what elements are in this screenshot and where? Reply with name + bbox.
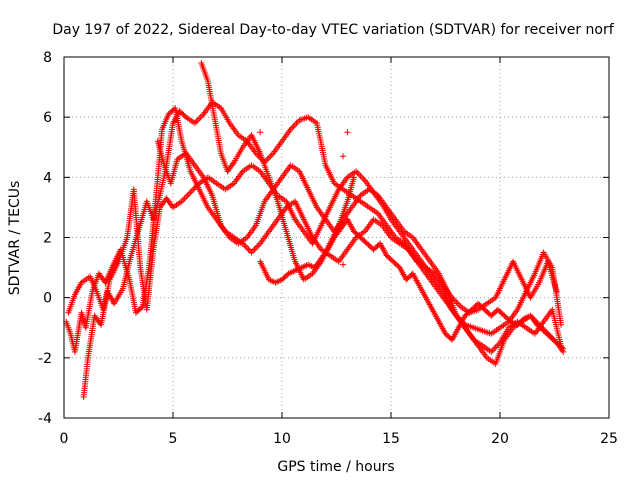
y-tick-label: -2 bbox=[38, 351, 52, 367]
data-point bbox=[244, 245, 251, 252]
y-tick-label: 4 bbox=[43, 170, 52, 186]
data-point bbox=[267, 153, 274, 160]
data-point bbox=[560, 345, 567, 352]
data-point bbox=[360, 175, 367, 182]
data-point bbox=[199, 112, 206, 119]
data-point bbox=[138, 304, 145, 311]
data-point bbox=[553, 288, 560, 295]
plot-frame bbox=[63, 56, 610, 419]
data-point bbox=[254, 243, 261, 250]
data-point bbox=[289, 124, 296, 131]
data-point bbox=[358, 174, 365, 181]
data-point bbox=[456, 302, 463, 309]
y-tick-label: -4 bbox=[38, 411, 52, 427]
data-point bbox=[196, 115, 203, 122]
data-point bbox=[183, 193, 190, 200]
chart-title: Day 197 of 2022, Sidereal Day-to-day VTE… bbox=[52, 22, 614, 38]
x-axis-label: GPS time / hours bbox=[277, 459, 394, 475]
data-point bbox=[248, 249, 255, 256]
data-point bbox=[350, 174, 357, 181]
data-point bbox=[257, 129, 264, 136]
data-point bbox=[340, 261, 347, 268]
y-axis-label: SDTVAR / TECUs bbox=[7, 181, 23, 296]
data-point bbox=[188, 187, 195, 194]
data-point bbox=[558, 344, 565, 351]
data-point bbox=[293, 120, 300, 127]
data-point bbox=[268, 151, 275, 158]
data-point bbox=[558, 321, 565, 328]
y-tick-label: 0 bbox=[43, 291, 52, 307]
x-tick-label: 15 bbox=[382, 431, 400, 447]
data-point bbox=[453, 299, 460, 306]
data-point bbox=[292, 121, 299, 128]
data-point bbox=[265, 154, 272, 161]
data-point bbox=[181, 195, 188, 202]
data-point bbox=[344, 129, 351, 136]
data-point bbox=[180, 196, 187, 203]
data-point bbox=[187, 189, 194, 196]
data-point bbox=[251, 246, 258, 253]
y-tick-label: 2 bbox=[43, 231, 52, 247]
data-point bbox=[354, 169, 361, 176]
data-point bbox=[357, 172, 364, 179]
data-points bbox=[63, 60, 567, 400]
x-tick-label: 5 bbox=[169, 431, 178, 447]
y-tick-label: 8 bbox=[43, 50, 52, 66]
data-point bbox=[255, 242, 262, 249]
data-point bbox=[340, 153, 347, 160]
axes: 0 5 10 15 20 25 -4 -2 0 2 4 6 8 bbox=[38, 50, 618, 447]
x-tick-label: 0 bbox=[60, 431, 69, 447]
y-tick-label: 6 bbox=[43, 110, 52, 126]
x-tick-label: 20 bbox=[491, 431, 509, 447]
data-point bbox=[242, 243, 249, 250]
data-point bbox=[184, 192, 191, 199]
x-tick-label: 10 bbox=[273, 431, 291, 447]
data-point bbox=[489, 347, 496, 354]
data-point bbox=[197, 114, 204, 121]
data-point bbox=[249, 248, 256, 255]
data-point bbox=[245, 246, 252, 253]
x-tick-label: 25 bbox=[600, 431, 618, 447]
data-point bbox=[185, 190, 192, 197]
data-point bbox=[181, 112, 188, 119]
data-point bbox=[193, 118, 200, 125]
data-point bbox=[290, 123, 297, 130]
data-point bbox=[252, 245, 259, 252]
